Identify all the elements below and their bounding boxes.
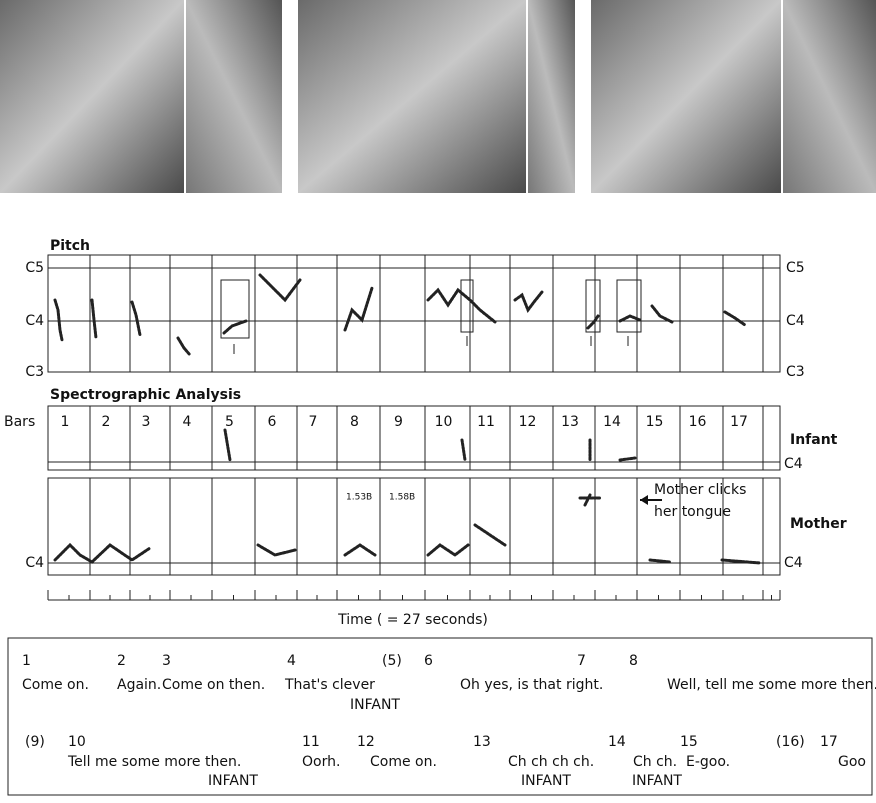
bar-number: 1	[61, 414, 70, 430]
utterance: Tell me some more then.	[67, 754, 241, 770]
utterance: Come on.	[22, 677, 89, 693]
speaker: INFANT	[350, 697, 400, 713]
bar-number: 8	[350, 414, 359, 430]
section-title: Spectrographic Analysis	[50, 387, 241, 403]
utterance-number: 2	[117, 653, 126, 669]
utterance-number: 3	[162, 653, 171, 669]
bar-number: 11	[477, 414, 495, 430]
frames	[8, 255, 872, 795]
utterance: Ch ch.	[633, 754, 677, 770]
click-note: her tongue	[654, 504, 731, 520]
utterance-number: 11	[302, 734, 320, 750]
bar-number: 4	[183, 414, 192, 430]
bar-number: 3	[142, 414, 151, 430]
pitch-label: C3	[786, 364, 805, 380]
pitch-label: C3	[25, 364, 44, 380]
utterance: Come on then.	[162, 677, 265, 693]
pitch-label: C4	[786, 313, 805, 329]
utterance: Oorh.	[302, 754, 340, 770]
utterance-number: (16)	[776, 734, 805, 750]
speaker: INFANT	[632, 773, 682, 789]
utterance: Again.	[117, 677, 161, 693]
figure: Pitch C5 C5 C4 C4 C3 C3 Spectrographic Analysis…	[0, 0, 876, 803]
bar-number: 17	[730, 414, 748, 430]
click-note: Mother clicks	[654, 482, 746, 498]
annotation: 1.53B	[346, 493, 372, 503]
bar-number: 14	[603, 414, 621, 430]
utterance: That's clever	[284, 677, 375, 693]
utterance-number: (5)	[382, 653, 402, 669]
utterance-number: 17	[820, 734, 838, 750]
bar-number: 10	[435, 414, 453, 430]
time-label: Time ( = 27 seconds)	[337, 612, 488, 628]
bar-number: 16	[689, 414, 707, 430]
utterance: E-goo.	[686, 754, 730, 770]
bar-number: 5	[225, 414, 234, 430]
bar-number: 9	[394, 414, 403, 430]
utterance-number: 4	[287, 653, 296, 669]
speaker: INFANT	[521, 773, 571, 789]
pitch-label: C5	[25, 260, 44, 276]
bar-number: 15	[646, 414, 664, 430]
pitch-label: C5	[786, 260, 805, 276]
utterance-number: 13	[473, 734, 491, 750]
speaker: INFANT	[208, 773, 258, 789]
utterance: Oh yes, is that right.	[460, 677, 603, 693]
note-label: C4	[784, 555, 803, 571]
bar-number: 2	[102, 414, 111, 430]
mother-label: Mother	[790, 516, 847, 532]
bar-number: 7	[309, 414, 318, 430]
bar-number: 6	[268, 414, 277, 430]
section-title: Pitch	[50, 238, 90, 254]
pitch-label: C4	[25, 313, 44, 329]
utterance-number: 6	[424, 653, 433, 669]
utterance-number: 14	[608, 734, 626, 750]
utterance-number: 8	[629, 653, 638, 669]
utterance-number: 1	[22, 653, 31, 669]
annotation: 1.58B	[389, 493, 415, 503]
utterance-number: 10	[68, 734, 86, 750]
utterance: Come on.	[370, 754, 437, 770]
bars-label: Bars	[4, 414, 35, 430]
note-label: C4	[784, 456, 803, 472]
photos	[0, 0, 876, 193]
utterance-number: 7	[577, 653, 586, 669]
utterance: Goo	[838, 754, 866, 770]
utterance-number: 15	[680, 734, 698, 750]
utterance: Well, tell me some more then.	[667, 677, 876, 693]
utterance-number: (9)	[25, 734, 45, 750]
note-label: C4	[25, 555, 44, 571]
bar-number: 13	[561, 414, 579, 430]
utterance-number: 12	[357, 734, 375, 750]
bar-number: 12	[519, 414, 537, 430]
utterance: Ch ch ch ch.	[508, 754, 594, 770]
infant-label: Infant	[790, 432, 838, 448]
